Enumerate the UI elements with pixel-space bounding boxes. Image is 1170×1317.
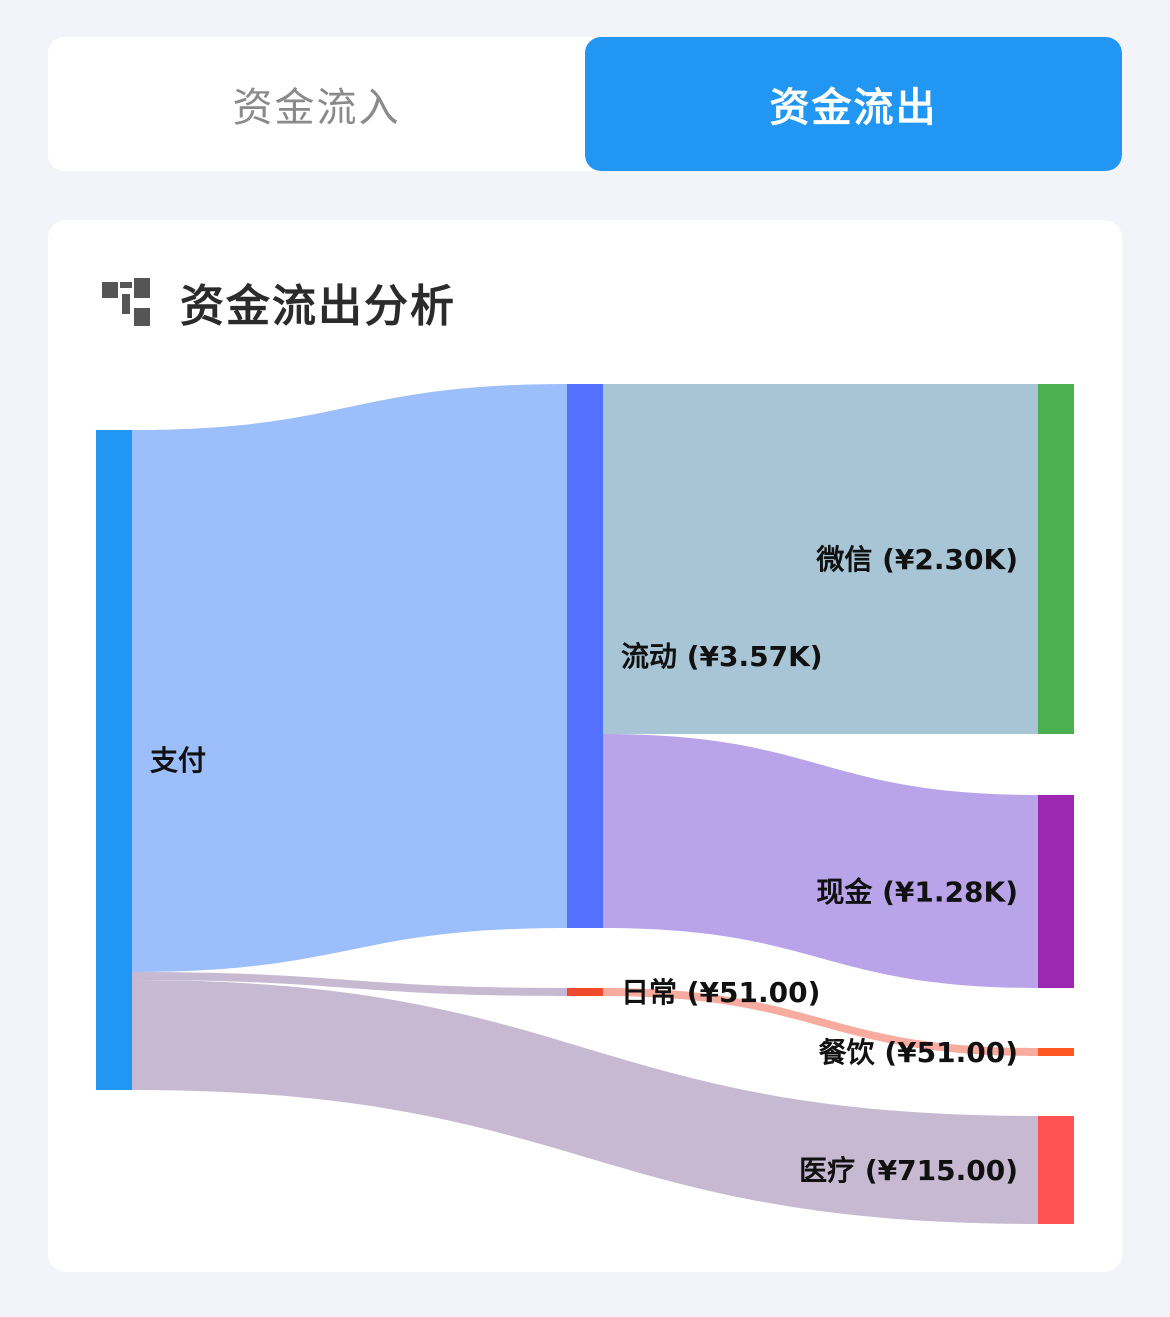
sankey-label-微信: 微信 (¥2.30K) bbox=[815, 543, 1018, 576]
sankey-node-支付 bbox=[96, 430, 132, 1090]
sankey-link-流动-微信 bbox=[603, 384, 1038, 734]
sankey-link-流动-现金 bbox=[603, 734, 1038, 988]
card-header: 资金流出分析 bbox=[100, 270, 456, 334]
sankey-icon bbox=[102, 278, 150, 326]
sankey-label-日常: 日常 (¥51.00) bbox=[621, 976, 820, 1009]
sankey-link-支付-医疗 bbox=[132, 980, 1038, 1224]
sankey-link-支付-流动 bbox=[132, 384, 567, 972]
card-title: 资金流出分析 bbox=[180, 281, 456, 332]
sankey-node-医疗 bbox=[1038, 1116, 1074, 1224]
sankey-label-现金: 现金 (¥1.28K) bbox=[816, 876, 1018, 909]
sankey-label-支付: 支付 bbox=[150, 744, 206, 777]
sankey-label-医疗: 医疗 (¥715.00) bbox=[799, 1154, 1018, 1187]
tab-inflow[interactable]: 资金流入 bbox=[232, 85, 401, 131]
sankey-label-流动: 流动 (¥3.57K) bbox=[621, 640, 823, 673]
sankey-node-餐饮 bbox=[1038, 1048, 1074, 1056]
sankey-node-日常 bbox=[567, 988, 603, 996]
sankey-label-餐饮: 餐饮 (¥51.00) bbox=[819, 1036, 1018, 1069]
flow-direction-tabs: 资金流入 资金流出 bbox=[48, 37, 1122, 171]
sankey-node-流动 bbox=[567, 384, 603, 928]
sankey-link-支付-日常 bbox=[132, 972, 567, 996]
tab-outflow[interactable]: 资金流出 bbox=[585, 37, 1122, 171]
sankey-link-日常-餐饮 bbox=[603, 988, 1038, 1056]
sankey-node-现金 bbox=[1038, 795, 1074, 988]
sankey-node-微信 bbox=[1038, 384, 1074, 734]
